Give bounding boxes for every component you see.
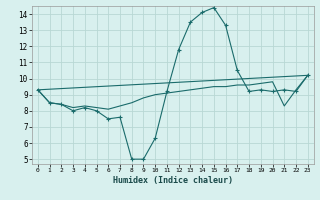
X-axis label: Humidex (Indice chaleur): Humidex (Indice chaleur) — [113, 176, 233, 185]
